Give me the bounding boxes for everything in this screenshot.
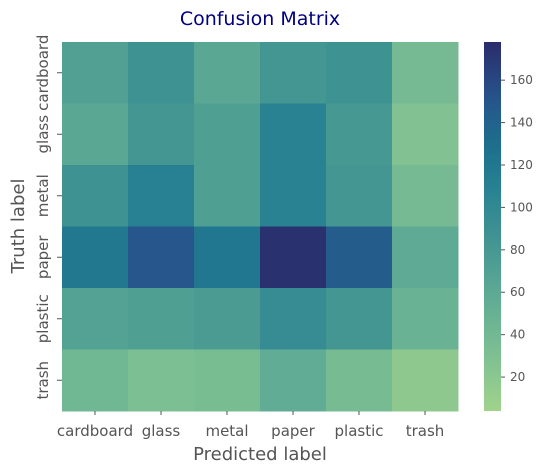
heatmap-cell-metal-paper — [260, 165, 327, 227]
heatmap-cell-metal-glass — [128, 165, 195, 227]
heatmap-cell-trash-glass — [128, 349, 195, 412]
y-tick-label-metal: metal — [34, 174, 52, 217]
heatmap-cell-cardboard-paper — [260, 42, 327, 104]
heatmap-cell-plastic-cardboard — [62, 288, 129, 350]
x-tick-label-trash: trash — [406, 422, 445, 440]
heatmap-cell-cardboard-cardboard — [62, 42, 129, 104]
heatmap-cell-cardboard-metal — [194, 42, 261, 104]
heatmap-cell-glass-plastic — [326, 103, 393, 166]
heatmap-cell-glass-cardboard — [62, 103, 129, 166]
x-tick-labels: cardboard glass metal paper plastic trash — [57, 411, 444, 440]
heatmap-cell-plastic-glass — [128, 288, 195, 350]
heatmap-cell-paper-cardboard — [62, 226, 129, 289]
y-tick-labels: cardboard glass metal paper plastic trash — [34, 35, 62, 400]
heatmap-cell-trash-cardboard — [62, 349, 129, 412]
heatmap-cell-glass-trash — [392, 103, 459, 166]
heatmap-cell-metal-cardboard — [62, 165, 129, 227]
x-tick-label-plastic: plastic — [335, 422, 384, 440]
heatmap-cell-glass-metal — [194, 103, 261, 166]
x-tick-label-cardboard: cardboard — [57, 422, 133, 440]
heatmap-cell-metal-metal — [194, 165, 261, 227]
heatmap-cell-trash-metal — [194, 349, 261, 412]
heatmap-cell-plastic-metal — [194, 288, 261, 350]
chart-title: Confusion Matrix — [180, 8, 340, 30]
heatmap-cell-plastic-plastic — [326, 288, 393, 350]
colorbar-tick-label: 120 — [510, 158, 533, 172]
y-axis-label: Truth label — [8, 179, 29, 275]
heatmap-cell-cardboard-plastic — [326, 42, 393, 104]
colorbar-tick-label: 140 — [510, 116, 533, 130]
heatmap-cell-paper-glass — [128, 226, 195, 289]
colorbar-ticks: 20 40 60 80 100 120 140 160 — [501, 73, 533, 384]
heatmap-cell-metal-trash — [392, 165, 459, 227]
colorbar-tick-label: 20 — [510, 370, 525, 384]
heatmap-cell-paper-trash — [392, 226, 459, 289]
heatmap-cell-cardboard-trash — [392, 42, 459, 104]
heatmap-cell-plastic-paper — [260, 288, 327, 350]
heatmap-cell-paper-metal — [194, 226, 261, 289]
heatmap-cell-glass-paper — [260, 103, 327, 166]
y-tick-label-paper: paper — [34, 235, 52, 279]
x-tick-label-paper: paper — [271, 422, 315, 440]
colorbar-tick-label: 40 — [510, 328, 525, 342]
colorbar-tick-label: 100 — [510, 200, 533, 214]
x-tick-label-metal: metal — [205, 422, 248, 440]
heatmap-cells — [62, 42, 459, 412]
heatmap-cell-trash-plastic — [326, 349, 393, 412]
colorbar-tick-label: 160 — [510, 73, 533, 87]
x-tick-label-glass: glass — [142, 422, 181, 440]
heatmap-cell-paper-paper — [260, 226, 327, 289]
y-tick-label-glass: glass — [34, 115, 52, 154]
heatmap-cell-glass-glass — [128, 103, 195, 166]
heatmap-cell-trash-trash — [392, 349, 459, 412]
colorbar — [484, 42, 501, 411]
heatmap-cell-plastic-trash — [392, 288, 459, 350]
y-tick-label-cardboard: cardboard — [34, 35, 52, 111]
y-tick-label-trash: trash — [34, 361, 52, 400]
colorbar-tick-label: 60 — [510, 285, 525, 299]
y-tick-label-plastic: plastic — [34, 294, 52, 343]
heatmap-cell-cardboard-glass — [128, 42, 195, 104]
x-axis-label: Predicted label — [193, 444, 327, 465]
colorbar-tick-label: 80 — [510, 243, 525, 257]
heatmap-cell-metal-plastic — [326, 165, 393, 227]
heatmap-cell-paper-plastic — [326, 226, 393, 289]
heatmap-cell-trash-paper — [260, 349, 327, 412]
